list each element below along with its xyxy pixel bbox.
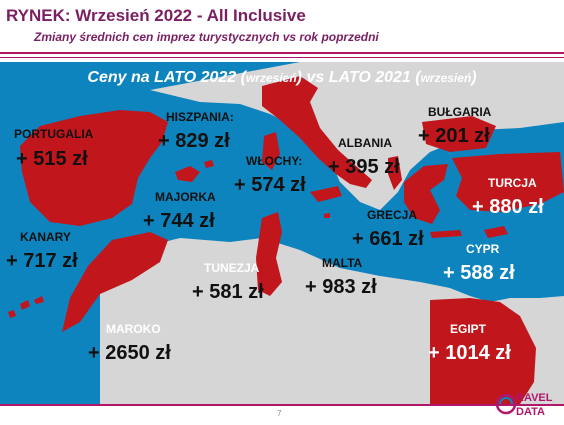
header-divider-bottom	[0, 57, 564, 58]
crete-island	[430, 230, 462, 238]
cypr-label: CYPR	[466, 242, 500, 256]
sardinia-island	[262, 132, 280, 170]
sicily-island	[310, 186, 342, 202]
portugalia-value: + 515 zł	[16, 148, 88, 170]
albania-label: ALBANIA	[338, 136, 392, 150]
bulgaria	[422, 116, 496, 152]
majorka-island	[175, 166, 200, 182]
malta-label: MALTA	[322, 256, 363, 270]
greece	[404, 164, 448, 224]
page-subtitle: Zmiany średnich cen imprez turystycznych…	[34, 30, 379, 44]
wlochy-value: + 574 zł	[234, 174, 306, 196]
malta-island	[324, 213, 330, 218]
page-number: 7	[277, 409, 282, 418]
europe-land	[150, 62, 564, 210]
grecja-label: GRECJA	[367, 208, 418, 222]
bulgaria-label: BUŁGARIA	[428, 105, 492, 119]
map-heading: Ceny na LATO 2022 (wrzesień) vs LATO 202…	[87, 69, 477, 86]
morocco	[62, 232, 168, 332]
kanary-label: KANARY	[20, 230, 71, 244]
footer-divider	[0, 404, 564, 406]
traveldata-logo-icon: RAVEL DATA	[495, 392, 553, 418]
mediterranean-map	[0, 62, 564, 404]
kanary-value: + 717 zł	[6, 250, 78, 272]
majorka-label: MAJORKA	[155, 190, 216, 204]
bulgaria-value: + 201 zł	[418, 125, 490, 147]
wlochy-label: WŁOCHY:	[246, 154, 303, 168]
canary-islands	[8, 296, 44, 318]
albania-value: + 395 zł	[328, 156, 400, 178]
maroko-value: + 2650 zł	[88, 342, 171, 364]
svg-text:RAVEL: RAVEL	[516, 392, 553, 404]
portugalia-label: PORTUGALIA	[14, 127, 94, 141]
tunezja-value: + 581 zł	[192, 281, 264, 303]
header-divider-top	[0, 52, 564, 54]
majorka-value: + 744 zł	[143, 210, 215, 232]
minorca-island	[204, 160, 214, 168]
traveldata-logo: RAVEL DATA	[495, 388, 560, 420]
turcja-label: TURCJA	[488, 176, 537, 190]
tunezja-label: TUNEZJA	[204, 261, 260, 275]
egypt	[430, 298, 536, 404]
page-title: RYNEK: Wrzesień 2022 - All Inclusive	[6, 6, 306, 25]
grecja-value: + 661 zł	[352, 228, 424, 250]
iberia	[20, 110, 168, 226]
cypr-value: + 588 zł	[443, 262, 515, 284]
tunisia	[256, 212, 282, 296]
malta-value: + 983 zł	[305, 276, 377, 298]
italy	[262, 76, 372, 188]
albania	[388, 156, 402, 190]
svg-text:DATA: DATA	[516, 406, 545, 418]
egipt-label: EGIPT	[450, 322, 487, 336]
turcja-value: + 880 zł	[472, 196, 544, 218]
maroko-label: MAROKO	[106, 322, 161, 336]
egipt-value: + 1014 zł	[428, 342, 511, 364]
hiszpania-value: + 829 zł	[158, 130, 230, 152]
hiszpania-label: HISZPANIA:	[166, 110, 234, 124]
turkey	[452, 152, 564, 212]
cyprus-island	[484, 226, 508, 238]
